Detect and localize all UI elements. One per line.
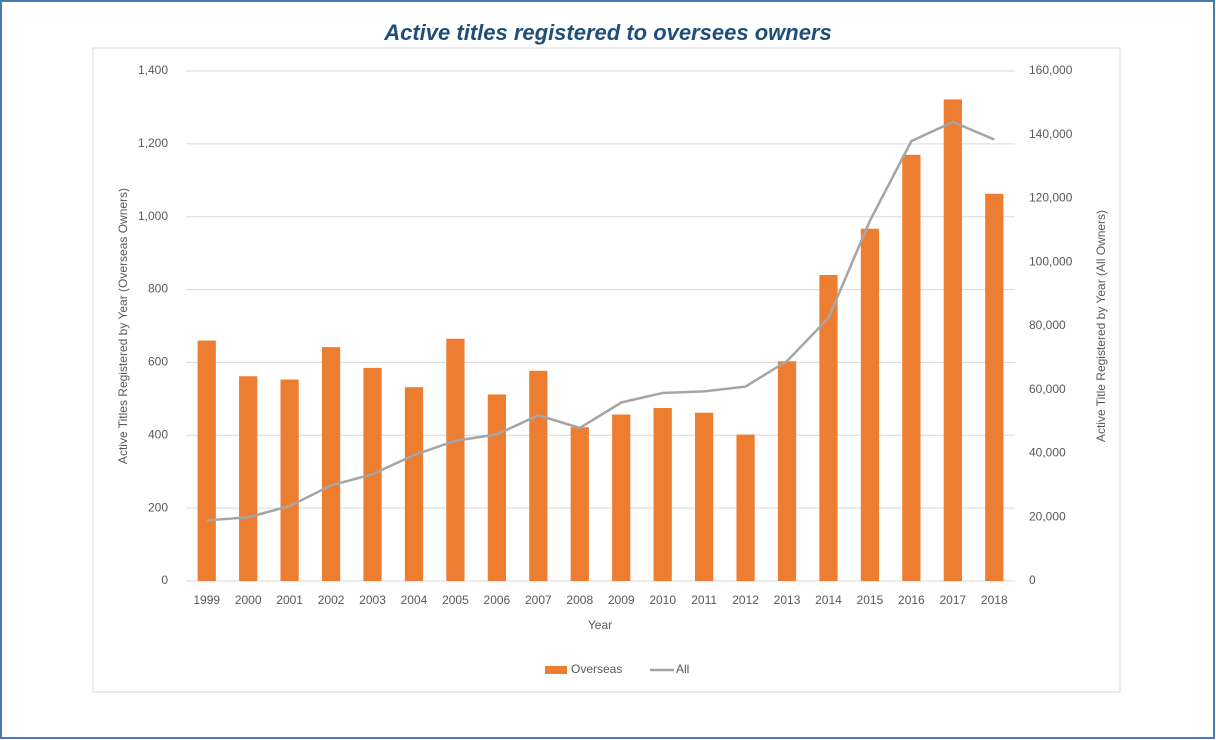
- x-tick-label: 2009: [608, 593, 635, 607]
- y2-tick-label: 140,000: [1029, 127, 1073, 141]
- y-tick-label: 1,400: [138, 63, 168, 77]
- x-tick-label: 2003: [359, 593, 386, 607]
- bar: [902, 154, 921, 582]
- bar: [819, 275, 838, 581]
- y2-tick-label: 100,000: [1029, 254, 1073, 268]
- legend-label: Overseas: [571, 662, 622, 676]
- legend-label: All: [676, 662, 689, 676]
- y2-tick-label: 0: [1029, 573, 1036, 587]
- x-tick-label: 2017: [939, 593, 966, 607]
- chart-title: Active titles registered to oversees own…: [383, 20, 832, 45]
- x-tick-label: 2010: [649, 593, 676, 607]
- x-tick-label: 2000: [235, 593, 262, 607]
- y-tick-label: 1,200: [138, 136, 168, 150]
- bar: [404, 387, 424, 581]
- x-tick-label: 2002: [318, 593, 345, 607]
- bar: [487, 394, 506, 581]
- bar: [239, 376, 258, 581]
- bar: [321, 347, 341, 581]
- x-axis-title: Year: [588, 618, 612, 632]
- bar: [612, 414, 631, 581]
- y-tick-label: 400: [148, 427, 168, 441]
- x-tick-label: 2001: [276, 593, 303, 607]
- bar: [777, 361, 797, 581]
- x-tick-label: 2012: [732, 593, 759, 607]
- x-tick-label: 2008: [566, 593, 593, 607]
- x-tick-label: 2014: [815, 593, 842, 607]
- y2-tick-label: 20,000: [1029, 509, 1066, 523]
- y-tick-label: 600: [148, 355, 168, 369]
- x-tick-label: 2018: [981, 593, 1008, 607]
- x-tick-label: 2005: [442, 593, 469, 607]
- y-tick-label: 200: [148, 500, 168, 514]
- bar: [860, 228, 880, 581]
- x-tick-label: 1999: [193, 593, 220, 607]
- x-tick-label: 2016: [898, 593, 925, 607]
- bar: [446, 338, 465, 581]
- legend-swatch: [545, 666, 567, 674]
- x-tick-label: 2006: [484, 593, 511, 607]
- bar: [943, 99, 962, 582]
- bar: [570, 427, 589, 581]
- y2-axis-title: Active Title Registered by Year (All Own…: [1094, 210, 1108, 442]
- bar: [529, 370, 548, 581]
- y-tick-label: 1,000: [138, 209, 168, 223]
- y2-tick-label: 120,000: [1029, 191, 1073, 205]
- y2-tick-label: 160,000: [1029, 63, 1073, 77]
- bar: [695, 412, 714, 581]
- bar: [280, 379, 299, 581]
- y2-tick-label: 40,000: [1029, 446, 1066, 460]
- y-tick-label: 800: [148, 282, 168, 296]
- x-tick-label: 2011: [691, 593, 717, 607]
- y2-tick-label: 60,000: [1029, 382, 1066, 396]
- bar: [985, 193, 1004, 581]
- x-tick-label: 2015: [857, 593, 884, 607]
- x-tick-label: 2004: [401, 593, 428, 607]
- bar: [197, 340, 216, 581]
- bar: [736, 434, 755, 581]
- x-tick-label: 2013: [774, 593, 801, 607]
- x-tick-label: 2007: [525, 593, 552, 607]
- y-tick-label: 0: [161, 573, 168, 587]
- line: [206, 120, 995, 522]
- bar: [653, 407, 672, 581]
- y-axis-title: Active Titles Registered by Year (Overse…: [116, 188, 130, 464]
- y2-tick-label: 80,000: [1029, 318, 1066, 332]
